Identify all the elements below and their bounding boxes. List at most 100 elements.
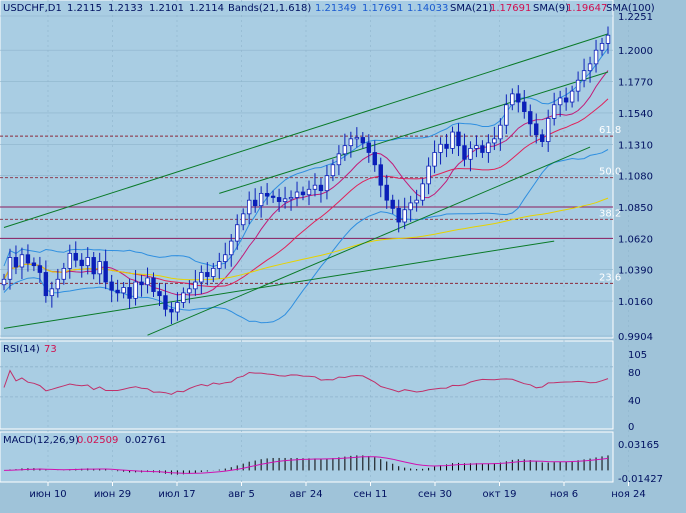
price-tick-label: 1.0160 (618, 297, 653, 308)
bands-lower: 1.14033 (407, 3, 448, 14)
candle-body (43, 272, 49, 297)
candle-body (229, 240, 234, 256)
candle-body (193, 281, 198, 290)
fib-labels: 61.8 50.0 38.2 23.6 (599, 125, 621, 283)
candle-body (312, 184, 318, 190)
price-tick-label: 1.1080 (618, 172, 653, 183)
macd-series (3, 455, 609, 475)
sma21-label: SMA(21) (450, 3, 492, 14)
candle-body (97, 261, 102, 275)
price-tick-label: 1.1310 (618, 140, 653, 151)
macd-tick-low: -0.01427 (618, 474, 663, 485)
ohlc-high: 1.2133 (108, 3, 143, 14)
ohlc-close: 1.2114 (189, 3, 224, 14)
candle-body (438, 143, 443, 153)
candle-body (324, 175, 330, 192)
ohlc-open: 1.2115 (67, 3, 102, 14)
bands-upper: 1.21349 (315, 3, 356, 14)
candle-body (139, 281, 144, 286)
candle-body (223, 254, 228, 262)
candle-body (133, 281, 138, 299)
candle-body (360, 137, 366, 144)
candle-body (211, 267, 216, 277)
candle-body (528, 111, 533, 125)
candle-body (563, 97, 569, 103)
date-tick-label: июл 17 (158, 489, 195, 500)
candle-body (85, 257, 90, 267)
candle-body (7, 257, 13, 280)
candle-body (127, 287, 132, 299)
date-tick-label: авг 24 (289, 489, 322, 500)
candle-body (492, 138, 497, 144)
price-tick-label: 1.2000 (618, 46, 653, 57)
candle-body (468, 147, 473, 160)
candle-body (318, 184, 324, 192)
candle-body (593, 49, 599, 65)
trend-line (219, 71, 609, 194)
symbol-label: USDCHF,D1 (3, 3, 62, 14)
candle-body (444, 143, 449, 149)
date-tick-label: июн 29 (94, 489, 131, 500)
candle-body (474, 145, 479, 149)
candle-body (545, 117, 551, 142)
candle-body (282, 198, 288, 202)
candle-body (163, 295, 168, 310)
date-tick-label: сен 11 (353, 489, 387, 500)
candle-body (522, 101, 527, 112)
candle-body (288, 197, 294, 200)
candle-body (372, 152, 377, 166)
candle-body (241, 213, 246, 226)
candle-body (55, 278, 61, 290)
macd-value-1: 0.02509 (77, 435, 118, 446)
candle-body (31, 262, 37, 267)
candle-body (270, 195, 276, 198)
macd-value-2: 0.02761 (125, 435, 166, 446)
candle-body (366, 142, 371, 153)
candle-body (19, 254, 25, 268)
candle-body (79, 259, 84, 267)
sma9-label: SMA(9) (533, 3, 569, 14)
candle-body (1, 278, 7, 286)
price-axis: 1.2251 1.2000 1.1770 1.1540 1.1310 1.1080 1.08… (618, 12, 653, 343)
rsi-line (3, 369, 609, 395)
candle-body (252, 199, 258, 207)
candle-body (540, 134, 545, 142)
candle-body (169, 308, 174, 313)
candle-body (199, 272, 204, 283)
candle-body (73, 252, 78, 261)
rsi-series (0, 366, 613, 398)
candle-body (294, 191, 300, 198)
candle-body (408, 202, 413, 211)
candle-body (354, 137, 360, 140)
candle-body (498, 124, 503, 140)
fib-level-label: 23.6 (599, 272, 621, 283)
candle-body (605, 34, 611, 44)
price-tick-label: 0.9904 (618, 332, 653, 343)
horizontal-levels (0, 135, 613, 284)
candle-body (145, 277, 150, 286)
macd-label: MACD(12,26,9) (3, 435, 79, 446)
candle-body (414, 199, 419, 204)
date-tick-label: ноя 24 (611, 489, 646, 500)
trend-line (3, 240, 555, 329)
date-tick-label: ноя 6 (550, 489, 578, 500)
candles (1, 26, 611, 325)
date-axis: июн 10 июн 29 июл 17 авг 5 авг 24 сен 11 сен 3… (29, 482, 646, 500)
candle-body (91, 257, 96, 275)
candle-body (402, 209, 407, 223)
candle-body (342, 145, 348, 155)
rsi-tick-40: 40 (628, 396, 641, 407)
candle-body (480, 145, 485, 153)
fib-level-label: 50.0 (599, 167, 621, 178)
bands-label: Bands(21,1.618) (228, 3, 311, 14)
sma9-value: 1.19647 (566, 3, 607, 14)
candle-body (504, 104, 509, 126)
price-tick-label: 1.1540 (618, 109, 653, 120)
candle-body (25, 254, 31, 264)
candle-body (13, 257, 19, 268)
candle-body (246, 199, 252, 215)
candle-body (516, 93, 521, 103)
price-tick-label: 1.0620 (618, 234, 653, 245)
candle-body (336, 153, 342, 166)
